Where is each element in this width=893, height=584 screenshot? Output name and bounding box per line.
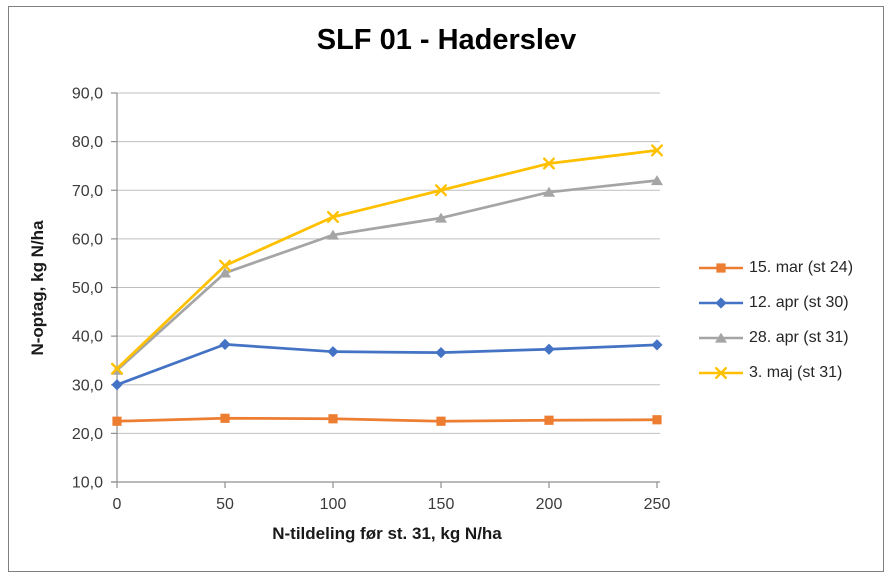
series-line-2 — [115, 179, 659, 372]
x-marker-icon — [651, 144, 663, 157]
x-marker-icon — [327, 210, 339, 223]
triangle-marker-icon — [543, 186, 555, 197]
series-line-3 — [115, 149, 659, 371]
x-axis-title: N-tildeling før st. 31, kg N/ha — [272, 524, 502, 543]
x-tick-label: 50 — [216, 496, 234, 513]
triangle-marker-icon — [435, 212, 447, 223]
diamond-marker-icon — [435, 347, 447, 359]
y-tick-label: 20,0 — [72, 426, 103, 443]
y-tick-label: 10,0 — [72, 475, 103, 492]
x-tick-label: 100 — [320, 496, 347, 513]
legend-swatch-diamond-icon — [699, 296, 743, 309]
square-marker-icon — [112, 416, 122, 426]
y-tick-label: 90,0 — [72, 86, 103, 103]
square-marker-icon — [544, 415, 554, 425]
legend-label: 12. apr (st 30) — [749, 293, 849, 311]
chart-legend: 15. mar (st 24) 12. apr (st 30) 28. apr … — [698, 250, 853, 390]
y-tick-label: 40,0 — [72, 329, 103, 346]
square-marker-icon — [652, 415, 662, 425]
triangle-marker-icon — [715, 332, 727, 343]
series-line-1 — [115, 343, 659, 387]
x-tick-label: 0 — [113, 496, 122, 513]
x-marker-icon — [219, 259, 231, 272]
square-marker-icon — [436, 416, 446, 426]
diamond-marker-icon — [651, 339, 663, 351]
diamond-marker-icon — [327, 346, 339, 358]
square-marker-icon — [716, 262, 726, 273]
diamond-marker-icon — [219, 338, 231, 350]
legend-swatch-x-icon — [699, 366, 743, 379]
legend-label: 28. apr (st 31) — [749, 328, 849, 346]
square-marker-icon — [220, 413, 230, 423]
x-marker-icon — [715, 366, 727, 379]
y-tick-label: 50,0 — [72, 280, 103, 297]
chart-title: SLF 01 - Haderslev — [316, 24, 577, 56]
square-marker-icon — [328, 414, 338, 424]
y-tick-label: 30,0 — [72, 377, 103, 394]
legend-item-28-apr: 28. apr (st 31) — [698, 320, 853, 355]
triangle-marker-icon — [327, 229, 339, 240]
legend-item-3-maj: 3. maj (st 31) — [698, 355, 853, 390]
x-tick-label: 150 — [428, 496, 455, 513]
y-tick-label: 60,0 — [72, 231, 103, 248]
legend-label: 3. maj (st 31) — [749, 363, 843, 381]
y-axis-title: N-optag, kg N/ha — [28, 220, 47, 356]
series-line-0 — [115, 416, 659, 423]
chart-border — [8, 6, 884, 572]
legend-item-15-mar: 15. mar (st 24) — [698, 250, 853, 285]
legend-swatch-square-icon — [699, 262, 743, 273]
x-tick-label: 250 — [644, 496, 671, 513]
triangle-marker-icon — [651, 175, 663, 186]
legend-swatch-triangle-icon — [699, 332, 743, 343]
x-marker-icon — [543, 157, 555, 170]
x-marker-icon — [435, 184, 447, 197]
legend-label: 15. mar (st 24) — [749, 258, 854, 276]
diamond-marker-icon — [715, 296, 727, 309]
y-tick-label: 80,0 — [72, 134, 103, 151]
triangle-marker-icon — [219, 267, 231, 278]
diamond-marker-icon — [543, 343, 555, 355]
y-tick-label: 70,0 — [72, 183, 103, 200]
legend-item-12-apr: 12. apr (st 30) — [698, 285, 853, 320]
x-tick-label: 200 — [536, 496, 563, 513]
diamond-marker-icon — [111, 379, 123, 391]
x-marker-icon — [111, 362, 123, 375]
